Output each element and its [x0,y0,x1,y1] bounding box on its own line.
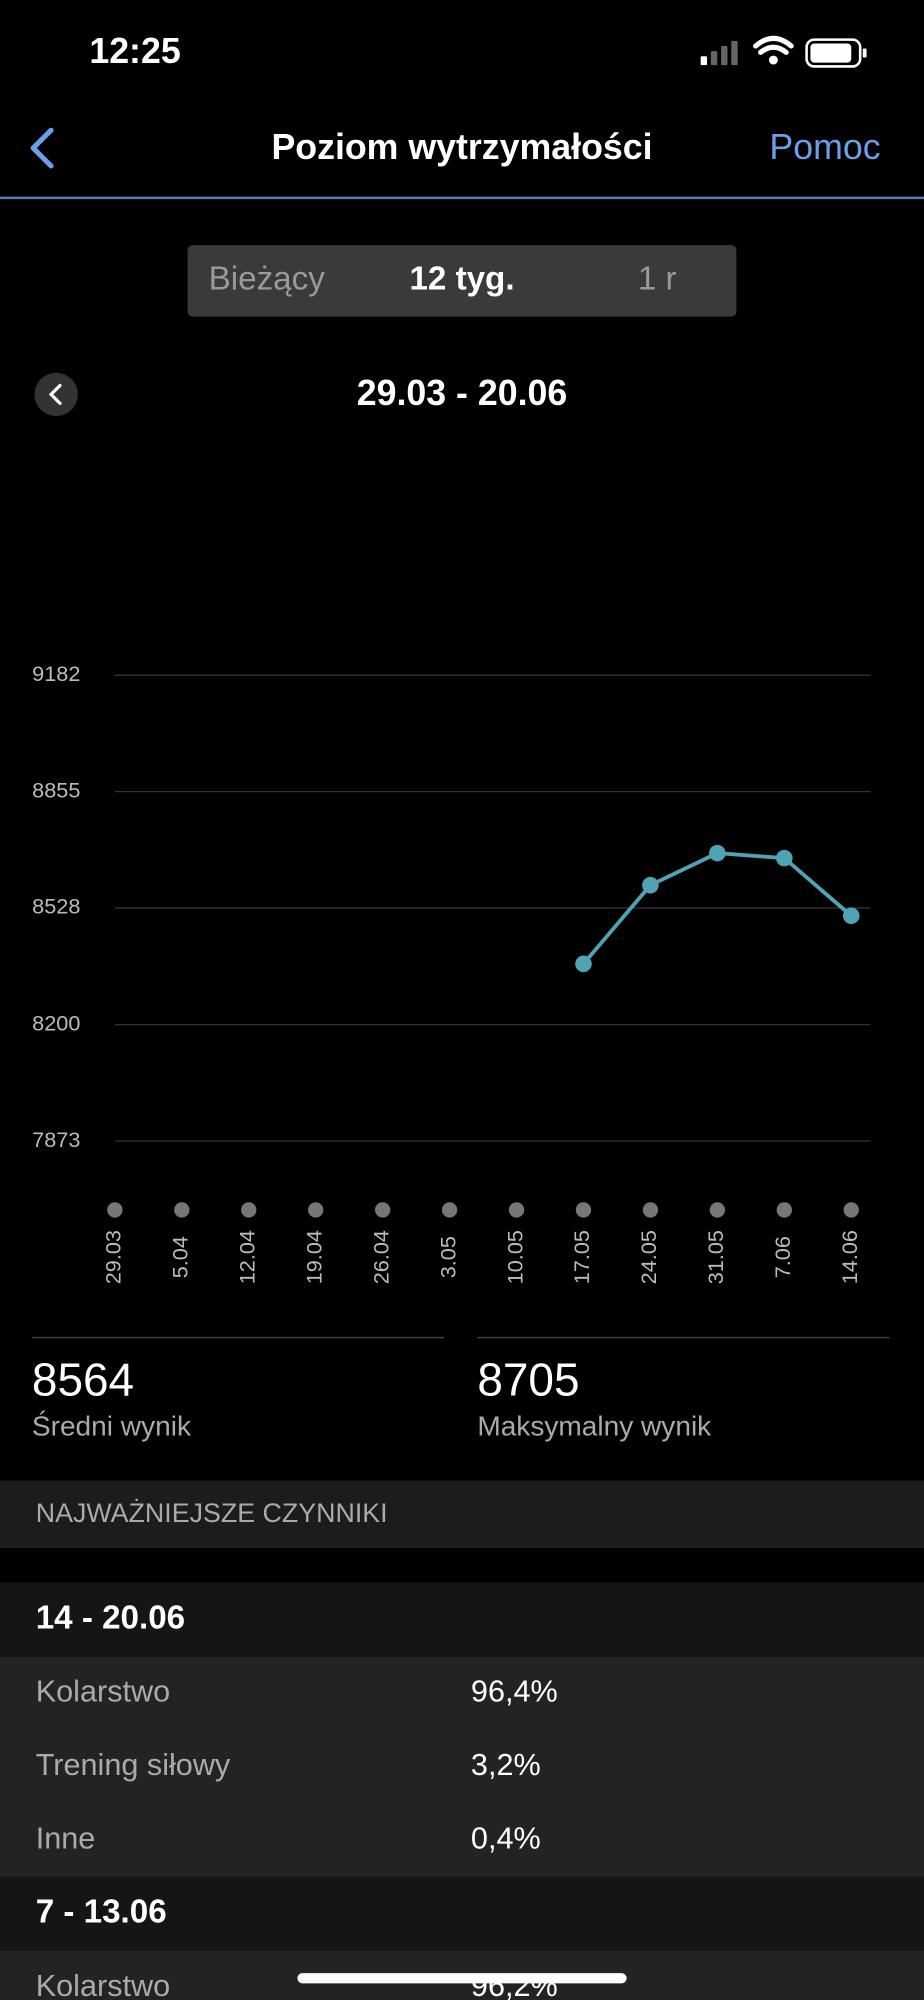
tab-selected[interactable]: 12 tyg. [409,261,514,298]
category-dot [374,1202,391,1218]
stat-label: Maksymalny wynik [477,1411,712,1442]
stat-value: 8564 [32,1354,134,1406]
factor-value: 0,4% [471,1821,541,1855]
category-dot [441,1202,458,1218]
category-dot [642,1202,659,1218]
tab[interactable]: Bieżący [209,261,326,298]
factor-name: Kolarstwo [36,1675,170,1709]
week-header-band [0,1582,924,1657]
y-tick-label: 9182 [32,661,80,686]
tab[interactable]: 1 r [638,261,677,298]
week-label: 14 - 20.06 [36,1599,185,1636]
point [642,876,659,894]
factor-name: Inne [36,1821,96,1855]
back-button[interactable] [30,127,54,169]
chart: 7873 8200 8528 8855 9182 29.03 5.04 12.04 19.04 2… [32,661,871,1284]
help-link[interactable]: Pomoc [769,127,880,167]
x-tick-label: 24.05 [636,1230,661,1284]
factor-value: 96,4% [471,1675,558,1709]
category-dot [843,1202,859,1218]
y-tick-label: 8855 [32,777,80,802]
x-tick-label: 29.03 [101,1230,126,1284]
x-tick-label: 31.05 [703,1230,728,1284]
stat-label: Średni wynik [32,1410,192,1442]
stat-value: 8705 [477,1354,579,1406]
segmented-control [187,245,737,317]
factor-name: Kolarstwo [36,1969,170,2000]
y-tick-label: 8528 [32,894,80,919]
category-dot [174,1202,190,1218]
category-dot [508,1202,525,1218]
x-tick-label: 26.04 [368,1230,393,1284]
factors-list: 14 - 20.06 Kolarstwo 96,4% Trening siłowy 3,… [0,1582,924,2000]
section-title: NAJWAŻNIEJSZE CZYNNIKI [36,1497,388,1528]
category-dot [776,1202,792,1218]
week-header-band [0,1876,924,1951]
y-tick-label: 7873 [32,1127,80,1152]
x-tick-label: 17.05 [569,1230,594,1284]
period-label: 29.03 - 20.06 [357,373,568,413]
x-tick-label: 19.04 [301,1230,326,1284]
category-dot [107,1202,123,1218]
section-band [0,1480,924,1549]
week-label: 7 - 13.06 [36,1894,167,1931]
category-dot [308,1202,324,1218]
x-tick-label: 14.06 [837,1230,862,1284]
previous-period-button[interactable] [34,372,78,417]
x-tick-label: 7.06 [770,1236,795,1278]
x-tick-label: 10.05 [502,1230,527,1284]
point [709,844,726,862]
factor-value: 3,2% [471,1748,541,1782]
x-tick-label: 5.04 [168,1236,193,1278]
point [842,907,860,925]
page-title: Poziom wytrzymałości [271,127,652,167]
status-time: 12:25 [89,31,180,71]
x-tick-label: 3.05 [435,1236,460,1278]
category-dot [575,1202,592,1218]
rows-band [0,1656,924,1877]
category-dot [709,1202,726,1218]
point [776,849,793,867]
category-dot [241,1202,257,1218]
home-indicator [297,1973,627,1984]
point [575,955,592,973]
x-tick-label: 12.04 [234,1230,259,1284]
status-icons [700,35,867,68]
y-tick-label: 8200 [32,1010,80,1035]
factor-name: Trening siłowy [36,1748,231,1782]
